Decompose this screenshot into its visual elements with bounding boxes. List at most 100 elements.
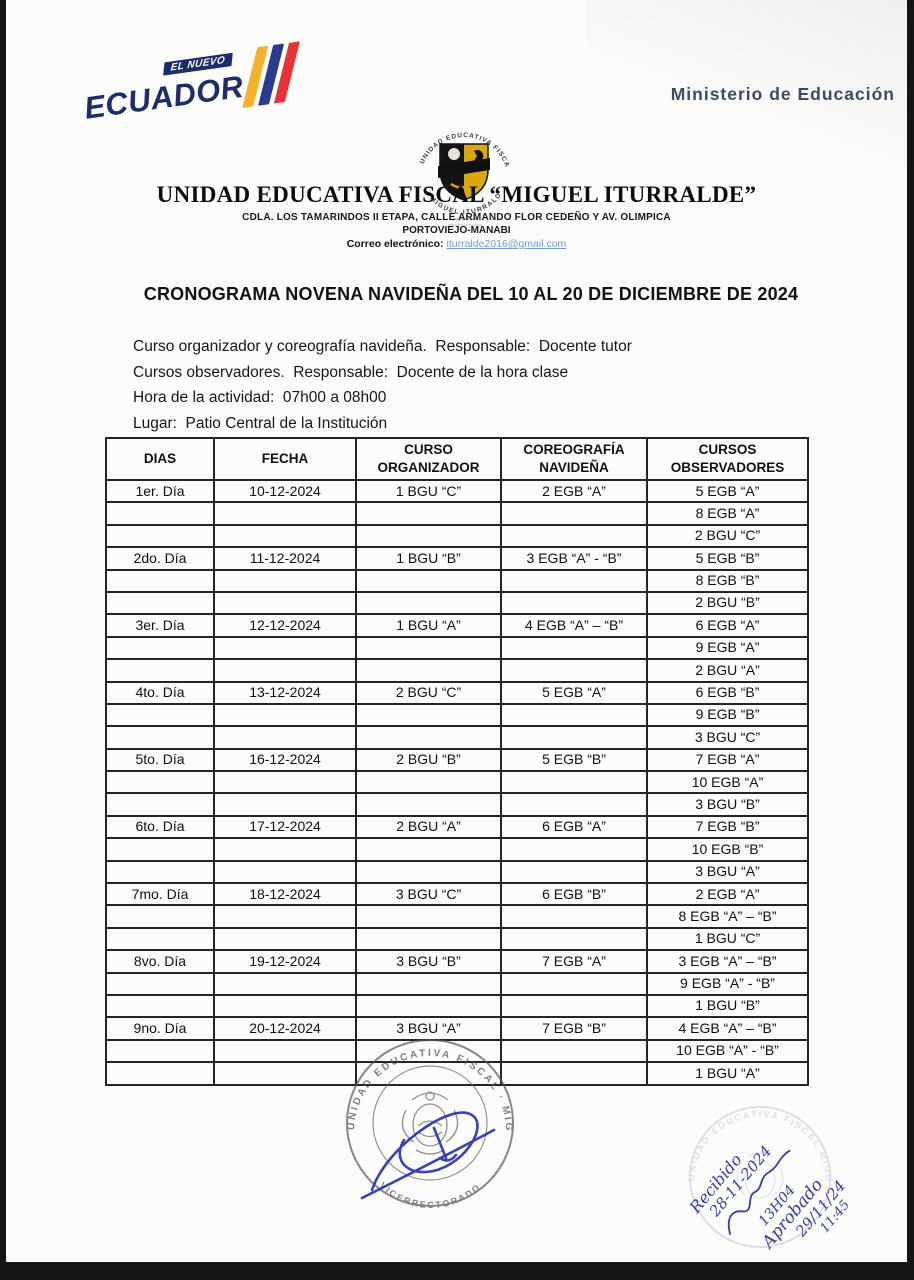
- intro-line: Curso organizador y coreografía navideña…: [133, 338, 632, 355]
- table-cell: [500, 658, 648, 683]
- table-cell: 2 EGB “A”: [500, 478, 648, 504]
- table-cell: 3 EGB “A” – “B”: [646, 949, 809, 974]
- stamp-bottom-text: VICERRECTORADO: [378, 1180, 481, 1210]
- table-cell: [355, 926, 502, 952]
- table-cell: [355, 904, 502, 929]
- table-cell: 20-12-2024: [213, 1016, 357, 1041]
- table-cell: 2 BGU “C”: [355, 680, 502, 705]
- table-cell: [213, 523, 357, 549]
- table-cell: 3 BGU “B”: [355, 949, 502, 974]
- table-cell: [213, 837, 357, 862]
- table-cell: 10 EGB “A” - “B”: [646, 1038, 809, 1064]
- table-cell: [213, 971, 357, 997]
- table-cell: [355, 859, 502, 885]
- table-cell: [105, 658, 215, 683]
- table-row: 10 EGB “A” - “B”: [105, 1038, 809, 1064]
- svg-text:VICERRECTORADO: VICERRECTORADO: [378, 1180, 483, 1210]
- table-cell: 3 BGU “C”: [355, 882, 502, 907]
- table-cell: [213, 904, 357, 929]
- ecuador-wordmark: ECUADOR: [82, 68, 246, 126]
- table-cell: 1 BGU “B”: [646, 993, 809, 1019]
- table-cell: 8vo. Día: [105, 949, 215, 974]
- table-cell: [500, 904, 648, 929]
- column-header: DIAS: [105, 437, 215, 481]
- table-cell: [105, 725, 215, 750]
- table-row: 1 BGU “C”: [105, 926, 809, 952]
- ecuador-government-logo: EL NUEVO ECUADOR: [79, 41, 301, 151]
- table-cell: 4 EGB “A” – “B”: [646, 1016, 809, 1041]
- table-row: 2 BGU “B”: [105, 590, 809, 616]
- table-cell: [213, 1038, 357, 1064]
- document-page: EL NUEVO ECUADOR Ministerio de Educación…: [6, 0, 907, 1262]
- table-row: 8 EGB “A”: [105, 501, 809, 526]
- table-cell: [105, 523, 215, 549]
- table-cell: 2 BGU “C”: [646, 523, 809, 549]
- table-cell: 4to. Día: [105, 680, 215, 705]
- table-cell: 3 BGU “A”: [646, 859, 809, 885]
- handwritten-signature-scribble: [727, 1149, 791, 1235]
- table-cell: [213, 770, 357, 795]
- table-cell: 6to. Día: [105, 814, 215, 840]
- table-row: 10 EGB “A”: [105, 770, 809, 795]
- school-crest-icon: UNIDAD EDUCATIVA FISCAL MIGUEL ITURRALDE: [401, 113, 524, 241]
- table-cell: [213, 702, 357, 728]
- table-cell: [355, 993, 502, 1019]
- table-cell: 3er. Día: [105, 613, 215, 638]
- table-cell: 7mo. Día: [105, 882, 215, 907]
- table-cell: [213, 859, 357, 885]
- table-cell: [105, 859, 215, 885]
- table-cell: [355, 792, 502, 817]
- table-cell: [105, 904, 215, 929]
- column-header: CURSOS OBSERVADORES: [646, 437, 809, 481]
- svg-text:UNIDAD EDUCATIVA FISCAL · MI: UNIDAD EDUCATIVA FISCAL · MIGUEL ITURRAL…: [340, 1028, 514, 1133]
- table-cell: [500, 993, 648, 1019]
- table-cell: [500, 501, 648, 526]
- table-cell: 11-12-2024: [213, 546, 357, 571]
- table-cell: [355, 568, 502, 593]
- table-cell: 9no. Día: [105, 1016, 215, 1041]
- email-label: Correo electrónico:: [346, 238, 447, 250]
- table-row: 3er. Día 12-12-2024 1 BGU “A” 4 EGB “A” – “…: [105, 613, 809, 638]
- table-cell: [213, 1061, 357, 1086]
- table-cell: 1 BGU “B”: [355, 546, 502, 571]
- table-cell: [213, 501, 357, 526]
- table-cell: [500, 770, 648, 795]
- table-header-row: DIAS FECHA CURSO ORGANIZADOR COREOGRAFÍA NAVI…: [105, 437, 809, 481]
- table-cell: [355, 523, 502, 549]
- table-cell: [355, 1061, 502, 1086]
- table-cell: [105, 1038, 215, 1064]
- intro-line: Cursos observadores. Responsable: Docent…: [133, 363, 569, 381]
- table-cell: [105, 590, 215, 616]
- table-cell: [105, 926, 215, 952]
- table-cell: 8 EGB “A”: [646, 501, 809, 526]
- table-cell: [355, 837, 502, 862]
- table-cell: [105, 837, 215, 862]
- table-cell: 6 EGB “B”: [646, 680, 809, 705]
- table-cell: [213, 725, 357, 750]
- table-cell: 3 EGB “A” - “B”: [500, 546, 648, 571]
- table-cell: [213, 993, 357, 1019]
- table-cell: 10-12-2024: [213, 478, 357, 504]
- table-cell: 17-12-2024: [213, 814, 357, 840]
- address-line-2: PORTOVIEJO-MANABI: [402, 225, 511, 236]
- table-cell: 6 EGB “B”: [500, 882, 648, 907]
- table-row: 3 BGU “C”: [105, 725, 809, 750]
- table-cell: [500, 635, 648, 661]
- signature-ink: [360, 1111, 496, 1200]
- table-cell: [500, 971, 648, 997]
- table-cell: 2do. Día: [105, 546, 215, 571]
- table-row: 8vo. Día 19-12-2024 3 BGU “B” 7 EGB “A” 3 EG…: [105, 949, 809, 974]
- table-row: 6to. Día 17-12-2024 2 BGU “A” 6 EGB “A” 7 EG…: [105, 814, 809, 840]
- ministry-label: Ministerio de Educación: [670, 84, 895, 104]
- table-cell: [355, 635, 502, 661]
- table-row: 10 EGB “B”: [105, 837, 809, 862]
- table-cell: 1 BGU “C”: [355, 478, 502, 504]
- table-cell: 12-12-2024: [213, 613, 357, 638]
- table-cell: 5 EGB “A”: [646, 478, 809, 504]
- table-cell: [213, 792, 357, 817]
- table-row: 8 EGB “A” – “B”: [105, 904, 809, 929]
- table-cell: 1er. Día: [105, 478, 215, 504]
- table-cell: [213, 568, 357, 593]
- table-row: 2do. Día 11-12-2024 1 BGU “B” 3 EGB “A” - “…: [105, 546, 809, 571]
